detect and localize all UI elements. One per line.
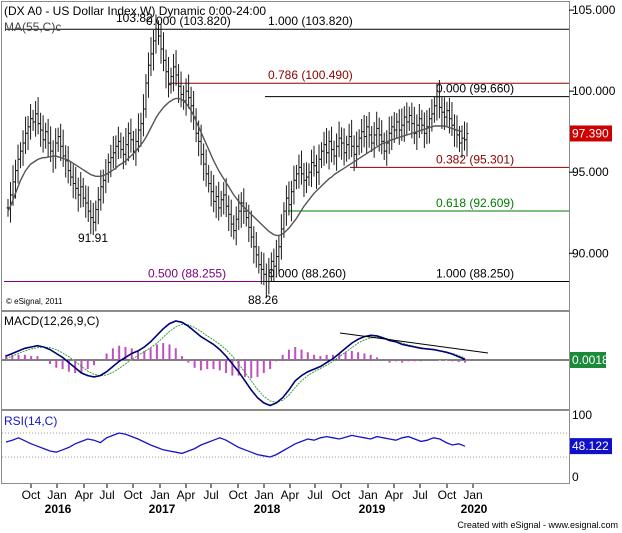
y-tick-label: 95.000 xyxy=(572,165,609,179)
x-month-label: Apr xyxy=(177,488,196,502)
price-layer: 0.000 (103.820) 1.000 (103.820) 0.786 (100… xyxy=(4,11,569,307)
fib-label: 0.500 (88.255) xyxy=(148,267,226,281)
fib-label: 1.000 (103.820) xyxy=(268,14,353,28)
x-month-label: Jan xyxy=(254,488,273,502)
x-year-label: 2018 xyxy=(254,502,281,516)
x-month-label: Oct xyxy=(438,488,457,502)
x-year-label: 2017 xyxy=(149,502,176,516)
macd-tag-label: 0.0018 xyxy=(572,353,609,367)
fib-label: 0.382 (95.301) xyxy=(436,152,514,166)
macd-layer xyxy=(2,320,569,407)
fib-label: 0.000 (99.660) xyxy=(436,82,514,96)
ma-label: MA(55,C)c xyxy=(4,20,61,34)
price-panel-frame xyxy=(1,1,570,311)
x-year-label: 2020 xyxy=(461,502,488,516)
copyright-label: © eSignal, 2011 xyxy=(6,297,63,306)
fib-label: 0.786 (100.490) xyxy=(268,68,353,82)
x-month-label: Oct xyxy=(124,488,143,502)
macd-signal-line xyxy=(5,323,466,403)
price-tag-label: 97.390 xyxy=(572,126,609,140)
rsi-tick-label: 100 xyxy=(572,408,592,422)
rsi-tick-label: 0 xyxy=(572,470,579,484)
annotation-high: 103.82 xyxy=(116,11,153,25)
ma-line xyxy=(7,97,463,237)
x-month-label: Jul xyxy=(412,488,427,502)
fib-label: 0.618 (92.609) xyxy=(436,196,514,210)
rsi-tag-label: 48.122 xyxy=(572,439,609,453)
x-month-label: Oct xyxy=(229,488,248,502)
chart-title: (DX A0 - US Dollar Index,W) Dynamic 0:00… xyxy=(4,4,266,18)
x-month-label: Jul xyxy=(307,488,322,502)
annotation-low-1: 91.91 xyxy=(78,231,108,245)
macd-trendline xyxy=(339,332,489,354)
x-month-label: Oct xyxy=(22,488,41,502)
x-month-label: Jul xyxy=(99,488,114,502)
x-month-label: Jan xyxy=(150,488,169,502)
x-year-label: 2016 xyxy=(45,502,72,516)
x-month-label: Jul xyxy=(203,488,218,502)
fib-label: 0.000 (103.820) xyxy=(146,14,231,28)
rsi-tag-bg xyxy=(570,438,612,455)
annotation-low-2: 88.26 xyxy=(248,293,278,307)
axis-layer: 105.000 100.000 95.000 90.000 97.390 0.0018 10… xyxy=(22,3,616,516)
x-month-label: Apr xyxy=(385,488,404,502)
y-tick-label: 100.000 xyxy=(572,84,616,98)
x-month-label: Jan xyxy=(47,488,66,502)
rsi-label: RSI(14,C) xyxy=(4,414,57,428)
x-month-label: Oct xyxy=(332,488,351,502)
fib-label: 0.000 (88.260) xyxy=(268,266,346,280)
x-year-label: 2019 xyxy=(359,502,386,516)
x-month-label: Apr xyxy=(281,488,300,502)
macd-tag-bg xyxy=(570,352,606,368)
rsi-layer xyxy=(2,432,569,458)
footer-credit: Created with eSignal - www.esignal.com xyxy=(457,520,618,530)
macd-line xyxy=(5,320,466,407)
macd-label: MACD(12,26,9,C) xyxy=(4,314,99,328)
rsi-line xyxy=(5,432,466,458)
x-month-label: Apr xyxy=(75,488,94,502)
y-tick-label: 105.000 xyxy=(572,3,616,17)
fib-label: 1.000 (88.250) xyxy=(436,266,514,280)
price-tag-bg xyxy=(570,125,612,142)
rsi-panel-frame xyxy=(1,410,570,484)
y-tick-label: 90.000 xyxy=(572,246,609,260)
x-month-label: Jan xyxy=(358,488,377,502)
x-month-label: Jan xyxy=(463,488,482,502)
